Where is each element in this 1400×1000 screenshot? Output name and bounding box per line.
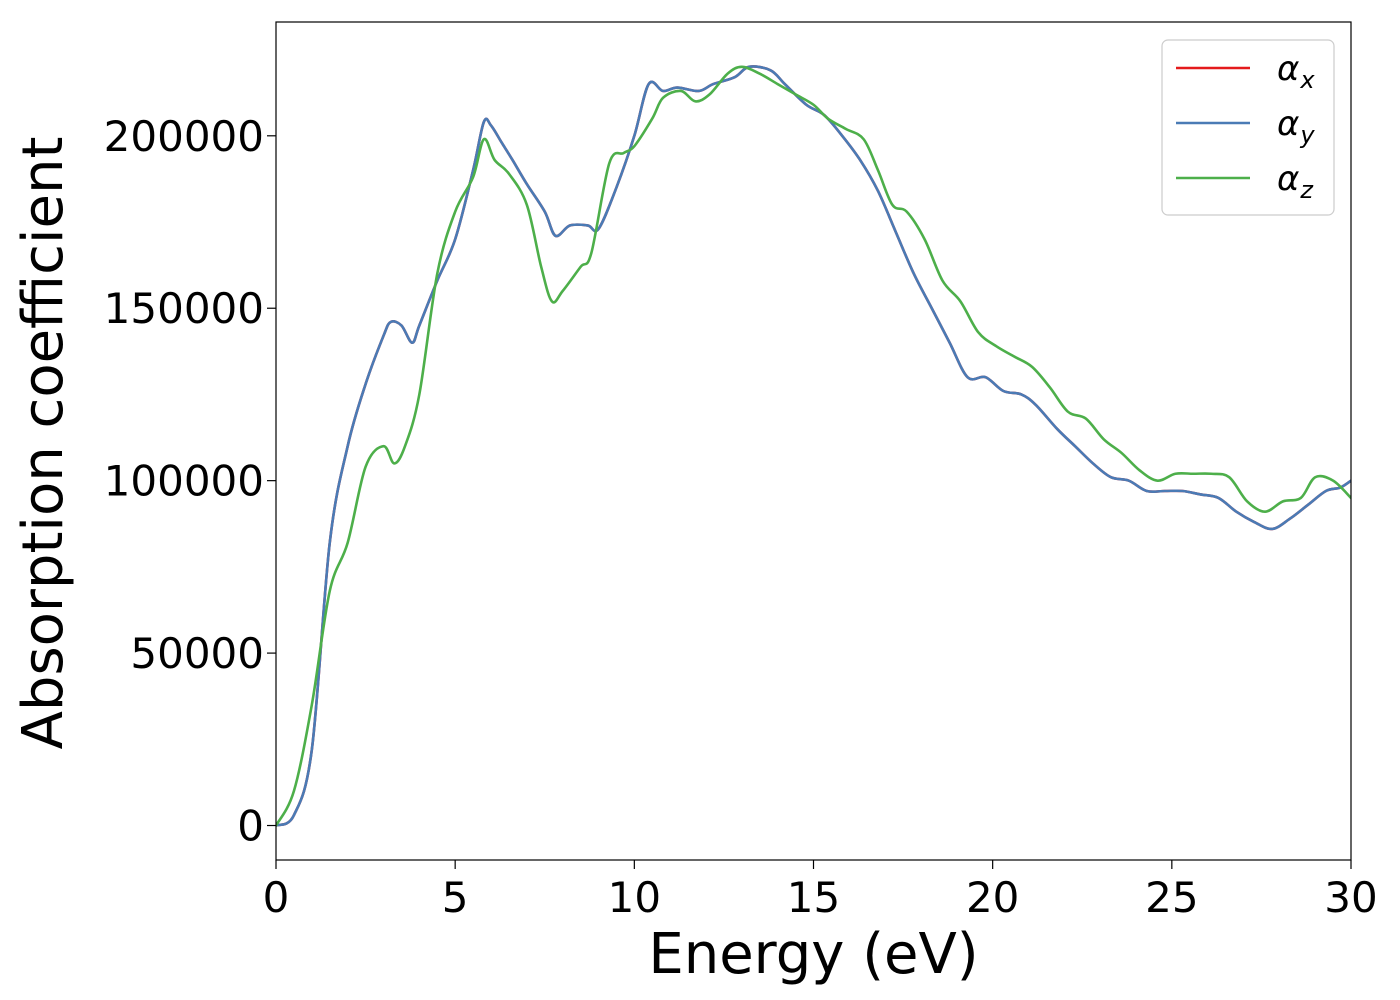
y-axis-ticks: 0 50000 100000 150000 200000 [104, 112, 276, 851]
x-axis-title: Energy (eV) [648, 922, 978, 987]
legend-label-alpha-z: αz [1277, 159, 1314, 204]
legend-subscript: z [1299, 176, 1314, 204]
y-tick-label: 150000 [104, 284, 264, 333]
legend-box [1161, 39, 1335, 216]
legend-symbol: α [1277, 104, 1299, 144]
series-lines [276, 65, 1351, 827]
x-tick-label: 0 [263, 873, 290, 922]
x-tick-label: 25 [1145, 873, 1198, 922]
legend-label-alpha-x: αx [1277, 49, 1315, 94]
legend-symbol: α [1277, 49, 1299, 89]
y-axis-title: Absorption coefficient [11, 137, 76, 750]
y-tick-label: 100000 [104, 457, 264, 506]
legend-subscript: y [1299, 121, 1315, 149]
legend-label-alpha-y: αy [1277, 104, 1315, 149]
legend-subscript: x [1299, 66, 1315, 94]
x-tick-label: 30 [1324, 873, 1377, 922]
y-tick-label: 0 [237, 802, 264, 851]
y-tick-label: 50000 [130, 629, 264, 678]
x-tick-label: 15 [787, 873, 840, 922]
x-tick-label: 5 [442, 873, 469, 922]
y-tick-label: 200000 [104, 112, 264, 161]
series-line-alpha-y [276, 65, 1351, 827]
x-tick-label: 20 [966, 873, 1019, 922]
x-axis-ticks: 0 5 10 15 20 25 30 [263, 860, 1378, 922]
legend-symbol: α [1277, 159, 1299, 199]
series-line-alpha-z [276, 65, 1351, 827]
x-tick-label: 10 [608, 873, 661, 922]
